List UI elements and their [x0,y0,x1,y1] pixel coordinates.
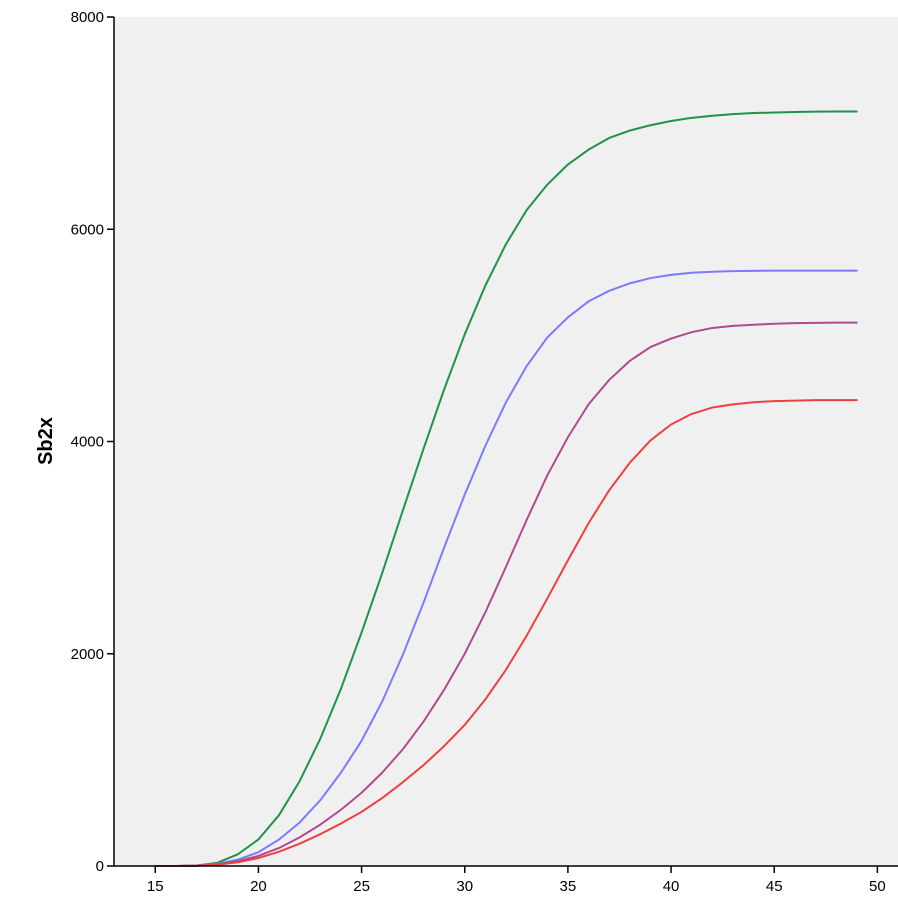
series-line-3 [154,321,858,867]
y-tick-label-4000: 4000 [71,434,104,451]
y-tick-label-0: 0 [96,858,104,875]
series-line-1 [154,110,858,867]
y-tick-label-8000: 8000 [71,9,104,26]
x-tick-label-35: 35 [560,878,577,895]
y-tick-label-6000: 6000 [71,221,104,238]
y-tick-label-2000: 2000 [71,646,104,663]
x-tick-label-25: 25 [353,878,370,895]
plot-area [114,17,898,866]
ticks-layer: 0 2000 4000 6000 8000 15 20 25 30 35 40 45 50 [71,9,886,895]
x-tick-label-20: 20 [250,878,267,895]
x-tick-label-40: 40 [663,878,680,895]
x-tick-label-50: 50 [869,878,886,895]
series-line-4 [154,399,858,867]
series-layer [154,110,858,867]
x-tick-label-15: 15 [147,878,164,895]
x-tick-label-30: 30 [456,878,473,895]
x-tick-label-45: 45 [766,878,783,895]
y-axis-title: Sb2x [35,417,57,465]
series-line-2 [154,269,858,867]
